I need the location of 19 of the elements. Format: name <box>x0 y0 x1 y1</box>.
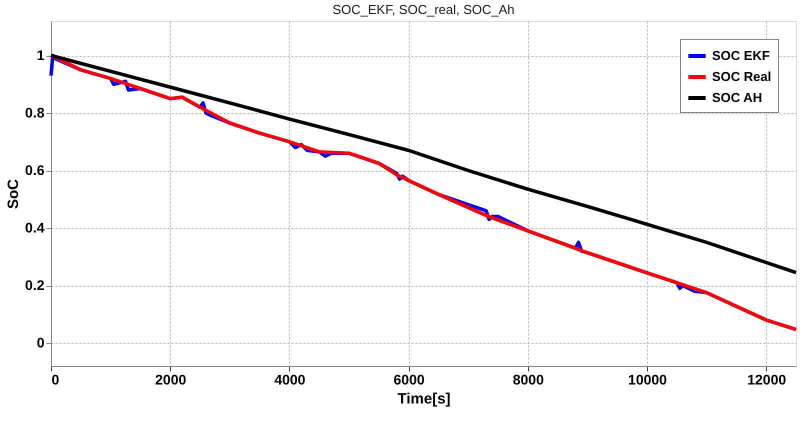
y-tick-label: 0 <box>36 334 45 350</box>
x-tick-label: 6000 <box>394 372 425 388</box>
x-tick-label: 10000 <box>628 372 668 388</box>
x-tick-label: 12000 <box>747 372 786 388</box>
x-tick-label: 2000 <box>155 372 186 388</box>
legend-label: SOC AH <box>712 90 762 105</box>
x-tick-label: 0 <box>52 372 60 388</box>
y-tick-label: 0.6 <box>25 162 45 178</box>
legend-label: SOC Real <box>712 69 772 84</box>
x-axis-title: Time[s] <box>397 390 451 408</box>
y-tick-label: 0.8 <box>25 104 45 120</box>
legend-label: SOC EKF <box>712 48 770 63</box>
y-tick-label: 1 <box>36 47 45 63</box>
chart-title: SOC_EKF, SOC_real, SOC_Ah <box>332 2 515 17</box>
x-tick-label: 4000 <box>274 372 306 388</box>
y-tick-label: 0.4 <box>25 220 45 236</box>
y-tick-label: 0.2 <box>25 277 45 293</box>
y-axis-title: SoC <box>5 178 22 209</box>
x-tick-label: 8000 <box>512 372 544 388</box>
